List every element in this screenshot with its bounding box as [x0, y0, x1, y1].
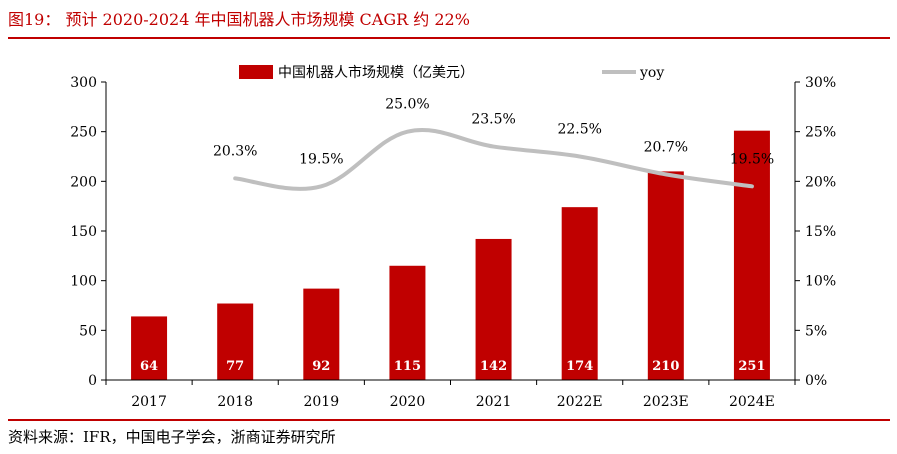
- right-tick-label: 10%: [805, 274, 836, 290]
- bar-value-label: 251: [738, 359, 765, 374]
- bar-2017: [131, 316, 168, 380]
- x-tick-label: 2024E: [729, 394, 775, 410]
- left-tick-label: 250: [70, 125, 97, 141]
- right-tick-label: 25%: [805, 125, 836, 141]
- right-tick-label: 15%: [805, 224, 836, 240]
- left-tick-label: 50: [79, 323, 97, 339]
- right-tick-label: 20%: [805, 174, 836, 190]
- yoy-value-label: 19.5%: [730, 151, 774, 167]
- x-tick-label: 2019: [303, 394, 339, 410]
- right-tick-label: 30%: [805, 75, 836, 91]
- bar-2018: [217, 303, 254, 380]
- x-tick-label: 2018: [217, 394, 253, 410]
- left-tick-label: 100: [70, 274, 97, 290]
- legend-bar-label: 中国机器人市场规模（亿美元）: [278, 64, 474, 81]
- yoy-value-label: 20.3%: [213, 143, 257, 159]
- bar-value-label: 210: [652, 359, 679, 374]
- bar-value-label: 142: [480, 359, 507, 374]
- bar-value-label: 92: [312, 359, 330, 374]
- left-tick-label: 0: [88, 373, 97, 389]
- right-axis: 0% 5% 10% 15% 20% 25% 30%: [794, 75, 836, 389]
- x-axis: 2017 2018 2019 2020 2021 2022E 2023E 2024E: [105, 379, 796, 410]
- right-tick-label: 0%: [805, 373, 827, 389]
- bar-2024E: [733, 130, 770, 380]
- bar-2022E: [561, 207, 598, 380]
- bar-2023E: [647, 171, 684, 380]
- legend-bar-swatch: [239, 65, 273, 79]
- yoy-value-label: 22.5%: [557, 122, 601, 138]
- bar-value-label: 115: [394, 359, 421, 374]
- left-axis: 0 50 100 150 200 250 300: [70, 75, 107, 389]
- yoy-value-label: 25.0%: [385, 97, 429, 113]
- legend-line-label: yoy: [639, 65, 664, 81]
- bar-value-label: 174: [566, 359, 593, 374]
- left-tick-label: 200: [70, 174, 97, 190]
- bar-2020: [389, 265, 426, 380]
- title-divider: [8, 37, 890, 39]
- bar-value-label: 77: [226, 359, 244, 374]
- yoy-value-label: 19.5%: [299, 151, 343, 167]
- x-tick-label: 2020: [390, 394, 426, 410]
- bar-2021: [475, 238, 512, 380]
- yoy-value-label: 20.7%: [644, 139, 688, 155]
- yoy-value-label: 23.5%: [471, 112, 515, 128]
- bar-value-label: 64: [140, 359, 158, 374]
- chart-title: 图19： 预计 2020-2024 年中国机器人市场规模 CAGR 约 22%: [8, 10, 470, 29]
- left-tick-label: 300: [70, 75, 97, 91]
- legend: 中国机器人市场规模（亿美元） yoy: [239, 64, 664, 81]
- yoy-line: [233, 128, 754, 191]
- right-tick-label: 5%: [805, 323, 827, 339]
- x-tick-label: 2022E: [557, 394, 603, 410]
- bar-series: 64 77 92 115 142 174 210 251: [131, 130, 770, 380]
- yoy-line-series: 20.3% 19.5% 25.0% 23.5% 22.5% 20.7% 19.5%: [213, 97, 774, 191]
- x-tick-label: 2017: [131, 394, 167, 410]
- x-tick-label: 2023E: [643, 394, 689, 410]
- source-divider: [8, 419, 890, 421]
- source-note: 资料来源：IFR，中国电子学会，浙商证券研究所: [8, 428, 336, 446]
- x-tick-label: 2021: [476, 394, 512, 410]
- left-tick-label: 150: [70, 224, 97, 240]
- bar-2019: [303, 288, 340, 380]
